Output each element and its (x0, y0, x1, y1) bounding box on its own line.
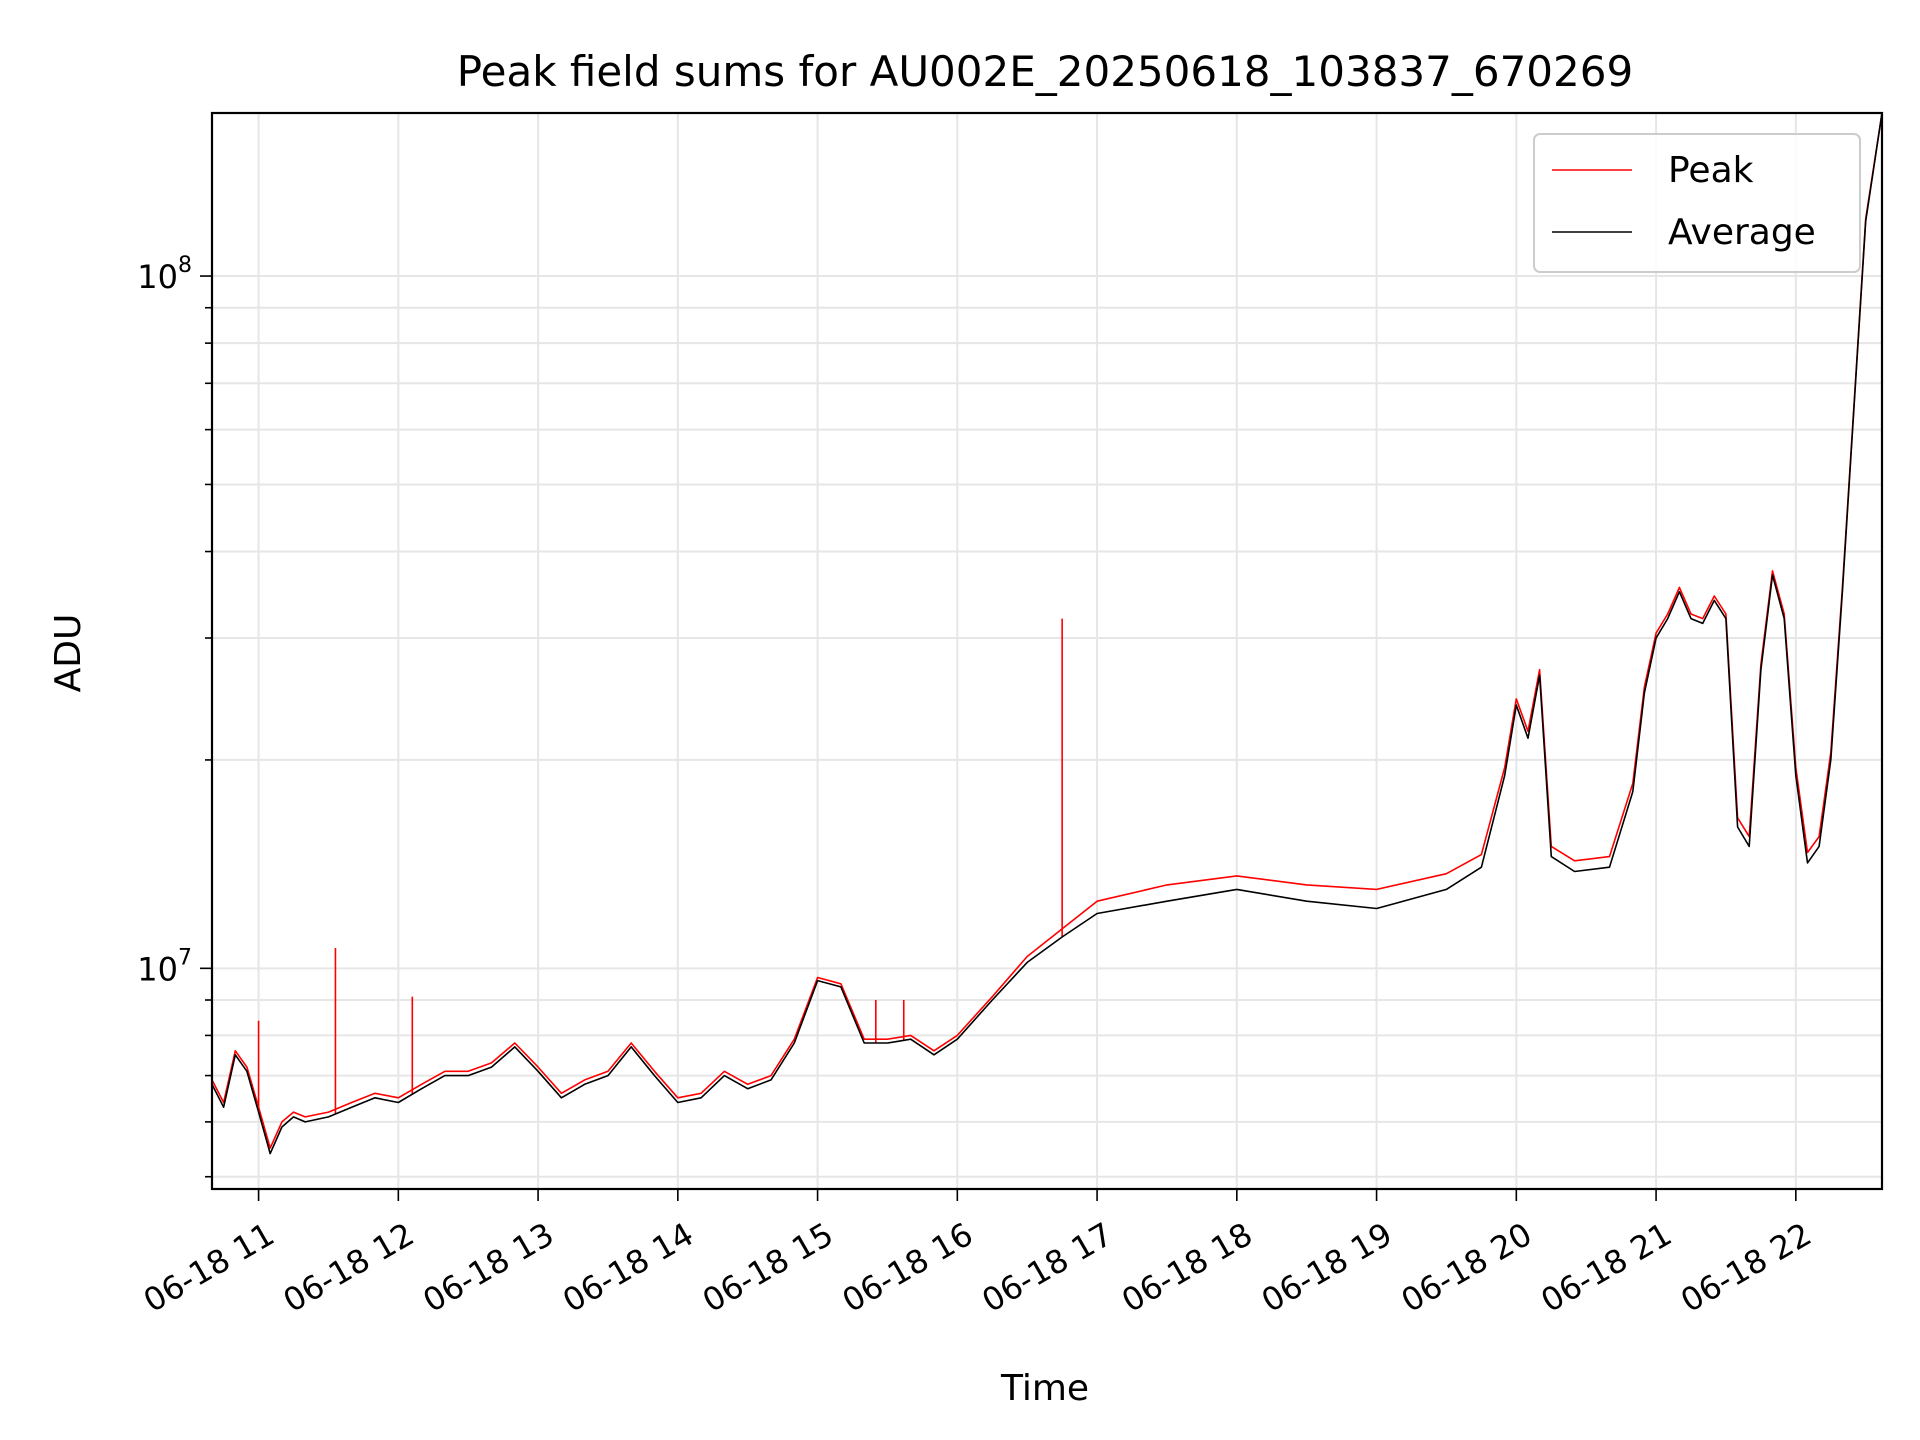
plot-frame (210, 111, 1884, 1191)
legend-label-average: Average (1668, 212, 1816, 253)
series-line-average (211, 112, 1883, 1155)
y-tick-label: 107 (137, 945, 192, 988)
legend-label-peak: Peak (1668, 150, 1754, 191)
y-tick-label: 108 (137, 253, 192, 296)
grid (212, 113, 1882, 1189)
legend: Peak Average (1533, 133, 1861, 273)
y-tick-label-base: 10 (137, 258, 178, 296)
y-tick-label-exponent: 7 (178, 945, 192, 970)
plot-area (211, 112, 1883, 1155)
legend-box (1533, 133, 1861, 273)
x-axis-label: Time (1000, 1368, 1089, 1409)
y-tick-label-exponent: 8 (178, 253, 192, 278)
y-axis-label: ADU (48, 614, 89, 693)
chart-title: Peak field sums for AU002E_20250618_1038… (457, 47, 1633, 96)
y-tick-label-base: 10 (137, 950, 178, 988)
